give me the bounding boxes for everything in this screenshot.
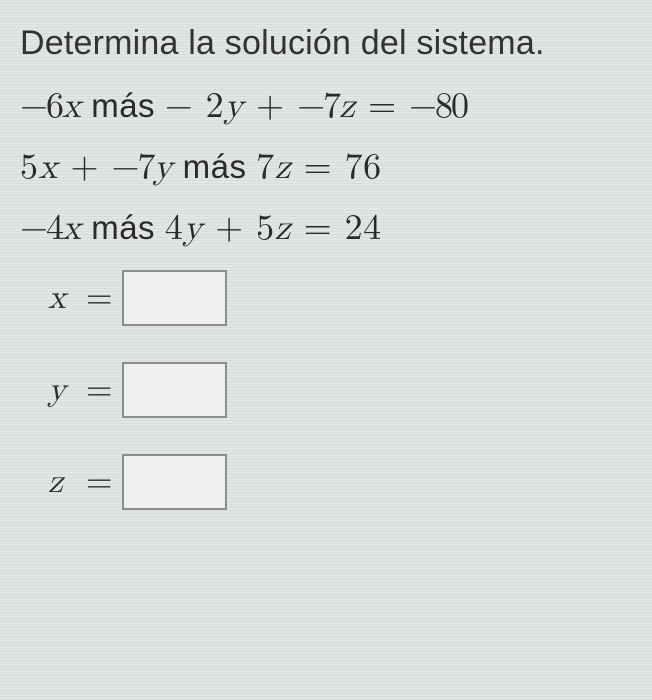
eq2-var-y: y [153,149,173,185]
eq3-coef2: 4 [165,210,184,246]
answer-equals-x: = [86,278,112,319]
eq2-coef1: 5 [20,149,39,185]
eq1-var-z: z [339,88,355,124]
eq3-coef3: 5 [256,210,275,246]
eq2-var-x: x [39,149,59,185]
answer-row-y: y = [48,362,632,418]
eq1-var-y: y [224,88,244,124]
eq3-word-mas: más [82,209,165,246]
equation-2: 5x + −7y más 7z = 76 [20,146,632,189]
eq1-var-x: x [62,88,82,124]
eq3-var-x: x [62,210,82,246]
answer-equals-z: = [86,462,112,503]
eq2-word-mas: más [173,148,256,185]
answer-row-x: x = [48,270,632,326]
eq1-coef3: −7 [297,88,339,124]
answer-label-y: y [48,370,76,411]
eq3-rhs: 24 [345,210,382,246]
eq1-coef1: −6 [20,88,62,124]
eq3-coef1: −4 [20,210,62,246]
answer-input-x[interactable] [122,270,227,326]
eq2-plus: + [58,149,111,185]
question-prompt: Determina la solución del sistema. [20,24,632,63]
equation-1: −6x más − 2y + −7z = −80 [20,85,632,128]
eq1-rhs: −80 [409,88,467,124]
eq1-plus: + [244,88,297,124]
eq2-rhs: 76 [345,149,382,185]
eq2-var-z: z [275,149,291,185]
answer-row-z: z = [48,454,632,510]
answer-equals-y: = [86,370,112,411]
eq3-plus: + [203,210,256,246]
answer-label-x: x [48,278,76,319]
answer-input-y[interactable] [122,362,227,418]
eq1-equals: = [356,88,409,124]
eq3-var-y: y [183,210,203,246]
eq3-equals: = [291,210,344,246]
answer-input-z[interactable] [122,454,227,510]
eq2-coef3: 7 [256,149,275,185]
eq1-word-mas: más [82,87,165,124]
eq1-coef2: − 2 [165,88,224,124]
eq3-var-z: z [275,210,291,246]
equation-3: −4x más 4y + 5z = 24 [20,207,632,250]
answer-label-z: z [48,462,76,503]
eq2-equals: = [291,149,344,185]
eq2-coef2: −7 [111,149,153,185]
